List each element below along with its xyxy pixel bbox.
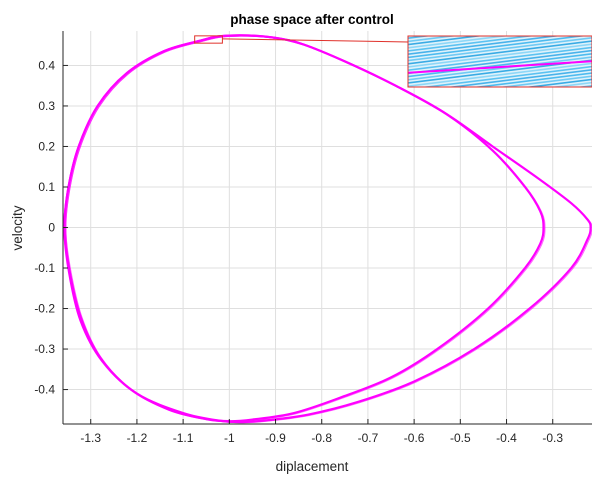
inset-trace-line — [498, 75, 592, 87]
y-tick-label: -0.4 — [34, 383, 55, 397]
inset-trace-line — [403, 111, 592, 135]
y-tick-label: -0.3 — [34, 342, 55, 356]
trajectory-line-1 — [63, 34, 545, 423]
inset-trace-line — [408, 40, 592, 65]
y-tick-label: -0.1 — [34, 261, 55, 275]
x-axis-label: diplacement — [276, 459, 349, 474]
zoom-inset — [403, 35, 592, 138]
zoom-region — [194, 35, 409, 44]
y-tick-label: 0.4 — [38, 58, 55, 72]
x-tick-label: -0.6 — [404, 431, 425, 445]
x-tick-label: -0.9 — [265, 431, 286, 445]
inset-trace-line — [408, 43, 592, 68]
inset-trace-line — [408, 36, 484, 46]
inset-trace-line — [420, 65, 592, 87]
inset-trace-line — [408, 36, 588, 59]
inset-trace-line — [446, 69, 592, 87]
chart-title: phase space after control — [230, 12, 394, 27]
x-tick-label: -0.5 — [450, 431, 471, 445]
plot-area — [63, 34, 592, 424]
inset-trace-line — [408, 36, 562, 55]
inset-trace-line — [403, 104, 592, 128]
zoom-rect — [194, 35, 223, 44]
inset-trace-line — [403, 95, 592, 119]
x-tick-label: -1.3 — [80, 431, 101, 445]
x-tick-label: -1 — [224, 431, 235, 445]
inset-trace-line — [403, 88, 592, 112]
inset-controlled-line — [408, 60, 592, 74]
x-tick-label: -1.1 — [173, 431, 194, 445]
axes: -1.3 -1.2 -1.1 -1 -0.9 -0.8 -0.7 -0.6 -0.5 -0.4 -0… — [34, 31, 592, 445]
trajectory-line-2-band — [65, 35, 592, 424]
inset-trace-line — [408, 36, 536, 52]
inset-trace-line — [408, 53, 592, 78]
y-axis-label: velocity — [10, 205, 25, 250]
inset-trace-line — [408, 37, 592, 62]
y-tick-label: 0 — [48, 221, 55, 235]
inset-trace-line — [403, 98, 592, 122]
y-tick-label: 0.2 — [38, 139, 55, 153]
inset-trace-line — [408, 46, 592, 71]
inset-trace-line — [403, 108, 592, 132]
inset-trace-line — [550, 81, 592, 87]
trajectory-line-1-band — [65, 35, 546, 423]
inset-trace-line — [408, 62, 592, 87]
x-tick-label: -0.3 — [542, 431, 563, 445]
y-tick-label: -0.2 — [34, 302, 55, 316]
trajectory-line-2 — [63, 34, 592, 424]
inset-trace-line — [408, 36, 459, 43]
x-tick-label: -0.4 — [496, 431, 517, 445]
x-tick-label: -1.2 — [127, 431, 148, 445]
inset-trace-line — [408, 36, 433, 39]
zoom-connector — [222, 38, 409, 43]
x-tick-label: -0.8 — [311, 431, 332, 445]
inset-border — [407, 35, 592, 88]
y-tick-label: 0.3 — [38, 99, 55, 113]
inset-trace-line — [403, 114, 592, 138]
x-tick-label: -0.7 — [358, 431, 379, 445]
inset-trace-line — [472, 72, 592, 87]
inset-trace-line — [408, 56, 592, 81]
y-tick-label: 0.1 — [38, 180, 55, 194]
inset-content — [403, 36, 592, 138]
grid-lines — [63, 31, 592, 424]
inset-trace-line — [524, 78, 592, 87]
